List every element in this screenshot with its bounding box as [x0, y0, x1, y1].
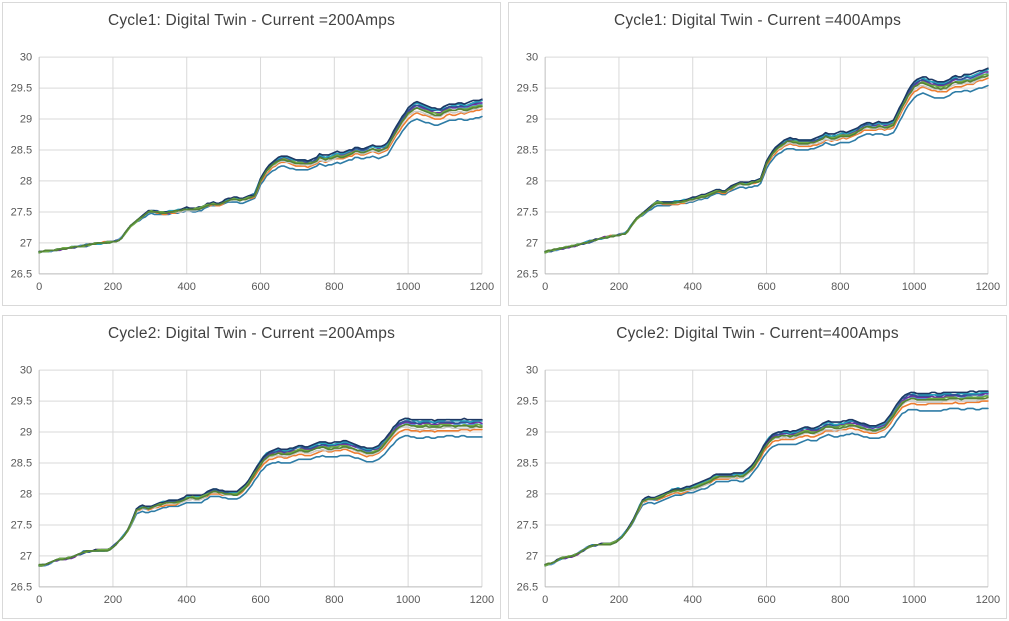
svg-text:29: 29 [526, 427, 538, 439]
line-plot-cycle1-200amps: 26.5 27 27.5 28 28.5 29 29.5 30 0 200 400 600 800 100… [11, 52, 495, 293]
svg-text:0: 0 [36, 281, 42, 293]
svg-text:28.5: 28.5 [517, 458, 538, 470]
svg-text:800: 800 [325, 281, 343, 293]
svg-text:200: 200 [104, 594, 122, 606]
svg-text:1200: 1200 [976, 281, 1001, 293]
chart-panel-cycle1-200amps: Cycle1: Digital Twin - Current =200Amps … [2, 2, 501, 306]
svg-text:200: 200 [610, 594, 628, 606]
line-plot-cycle2-400amps: 26.5 27 27.5 28 28.5 29 29.5 30 0 200 400 600 800 100… [517, 365, 1001, 606]
svg-text:28: 28 [526, 488, 538, 500]
svg-text:29.5: 29.5 [517, 83, 538, 95]
svg-text:0: 0 [36, 594, 42, 606]
svg-text:29.5: 29.5 [11, 83, 32, 95]
svg-text:27.5: 27.5 [11, 519, 32, 531]
svg-text:600: 600 [251, 281, 269, 293]
chart-panel-cycle1-400amps: Cycle1: Digital Twin - Current =400Amps … [508, 2, 1007, 306]
svg-text:27: 27 [20, 237, 32, 249]
svg-text:200: 200 [610, 281, 628, 293]
line-plot-cycle1-400amps: 26.5 27 27.5 28 28.5 29 29.5 30 0 200 400 600 800 100… [517, 52, 1001, 293]
svg-text:26.5: 26.5 [517, 268, 538, 280]
chart-title: Cycle1: Digital Twin - Current =200Amps [107, 12, 396, 29]
svg-text:400: 400 [178, 281, 196, 293]
svg-text:30: 30 [526, 365, 538, 377]
svg-text:29.5: 29.5 [11, 396, 32, 408]
svg-text:30: 30 [20, 52, 32, 64]
svg-text:28.5: 28.5 [517, 145, 538, 157]
svg-text:800: 800 [325, 594, 343, 606]
svg-text:27: 27 [526, 237, 538, 249]
chart-panel-cycle2-400amps: Cycle2: Digital Twin - Current=400Amps 2… [508, 315, 1007, 619]
svg-text:600: 600 [757, 281, 775, 293]
chart-title: Cycle2: Digital Twin - Current=400Amps [616, 325, 899, 342]
svg-text:400: 400 [684, 281, 702, 293]
line-plot-cycle2-200amps: 26.5 27 27.5 28 28.5 29 29.5 30 0 200 400 600 800 100… [11, 365, 495, 606]
svg-text:1000: 1000 [902, 281, 927, 293]
chart-title: Cycle2: Digital Twin - Current =200Amps [107, 325, 396, 342]
svg-text:28: 28 [526, 175, 538, 187]
svg-text:28.5: 28.5 [11, 458, 32, 470]
svg-text:29: 29 [526, 114, 538, 126]
svg-text:28.5: 28.5 [11, 145, 32, 157]
svg-text:600: 600 [757, 594, 775, 606]
svg-text:400: 400 [178, 594, 196, 606]
svg-text:27.5: 27.5 [517, 519, 538, 531]
svg-text:28: 28 [20, 175, 32, 187]
svg-text:30: 30 [20, 365, 32, 377]
svg-text:26.5: 26.5 [517, 581, 538, 593]
svg-text:200: 200 [104, 281, 122, 293]
svg-text:29: 29 [20, 114, 32, 126]
svg-text:30: 30 [526, 52, 538, 64]
svg-text:1200: 1200 [470, 594, 495, 606]
svg-text:27.5: 27.5 [517, 206, 538, 218]
svg-text:1200: 1200 [470, 281, 495, 293]
chart-title: Cycle1: Digital Twin - Current =400Amps [613, 12, 902, 29]
chart-panel-cycle2-200amps: Cycle2: Digital Twin - Current =200Amps … [2, 315, 501, 619]
svg-text:1000: 1000 [396, 594, 421, 606]
svg-text:600: 600 [251, 594, 269, 606]
svg-text:800: 800 [831, 594, 849, 606]
svg-text:27.5: 27.5 [11, 206, 32, 218]
svg-text:27: 27 [20, 550, 32, 562]
svg-text:0: 0 [542, 281, 548, 293]
svg-text:1000: 1000 [396, 281, 421, 293]
svg-text:27: 27 [526, 550, 538, 562]
svg-text:26.5: 26.5 [11, 268, 32, 280]
svg-text:0: 0 [542, 594, 548, 606]
svg-text:26.5: 26.5 [11, 581, 32, 593]
svg-text:400: 400 [684, 594, 702, 606]
svg-text:29.5: 29.5 [517, 396, 538, 408]
svg-text:29: 29 [20, 427, 32, 439]
svg-text:28: 28 [20, 488, 32, 500]
svg-text:1000: 1000 [902, 594, 927, 606]
svg-text:800: 800 [831, 281, 849, 293]
svg-text:1200: 1200 [976, 594, 1001, 606]
